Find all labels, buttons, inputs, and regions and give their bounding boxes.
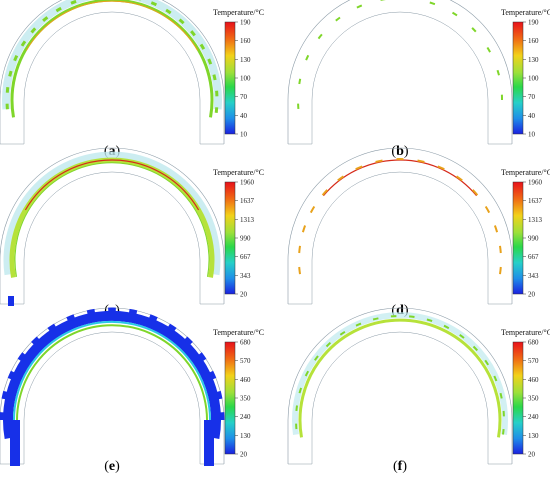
colorbar-tick-label: 20 — [240, 451, 248, 459]
colorbar-tick-label: 100 — [240, 75, 251, 83]
colorbar-a: Temperature/°C 190 160 130 100 70 40 10 — [213, 8, 264, 139]
colorbar-tick-label: 130 — [240, 432, 251, 440]
panel-d: Temperature/°C 1960 1637 1313 990 667 343 20 (d) — [287, 147, 550, 318]
colorbar-tick-label: 10 — [528, 131, 536, 139]
panel-b: Temperature/°C 190 160 130 100 70 40 10 (b) — [287, 0, 550, 159]
panel-label: (a) — [104, 144, 121, 159]
colorbar-title: Temperature/°C — [213, 168, 264, 177]
panel-label: (b) — [391, 144, 408, 159]
panel-label: (d) — [391, 303, 408, 318]
colorbar-gradient — [224, 21, 236, 135]
colorbar-gradient — [224, 181, 236, 295]
colorbar-tick-label: 130 — [528, 56, 539, 64]
colorbar-tick-label: 990 — [240, 235, 251, 243]
colorbar-tick-label: 130 — [240, 56, 251, 64]
colorbar-f: Temperature/°C 680 570 460 350 240 130 20 — [501, 328, 550, 459]
colorbar-gradient — [512, 181, 524, 295]
colorbar-tick-label: 570 — [528, 357, 539, 365]
colorbar-tick-label: 1960 — [528, 179, 543, 187]
panel-f: Temperature/°C 680 570 460 350 240 130 20 (f) — [287, 307, 550, 474]
colorbar-tick-label: 460 — [528, 376, 539, 384]
colorbar-tick-label: 70 — [240, 93, 248, 101]
colorbar-tick-label: 667 — [240, 253, 251, 261]
colorbar-tick-label: 570 — [240, 357, 251, 365]
colorbar-tick-label: 680 — [240, 339, 251, 347]
colorbar-tick-label: 680 — [528, 339, 539, 347]
colorbar-tick-label: 10 — [240, 131, 248, 139]
colorbar-tick-label: 20 — [528, 291, 536, 299]
colorbar-title: Temperature/°C — [501, 8, 550, 17]
colorbar-tick-label: 160 — [240, 37, 251, 45]
colorbar-tick-label: 1313 — [528, 216, 543, 224]
colorbar-tick-label: 20 — [240, 291, 248, 299]
colorbar-d: Temperature/°C 1960 1637 1313 990 667 343 20 — [501, 168, 550, 299]
colorbar-tick-label: 40 — [528, 112, 536, 120]
colorbar-tick-label: 70 — [528, 93, 536, 101]
colorbar-tick-label: 343 — [240, 272, 251, 280]
colorbar-tick-label: 1637 — [240, 197, 255, 205]
colorbar-tick-label: 130 — [528, 432, 539, 440]
panel-a: Temperature/°C 190 160 130 100 70 40 10 (a) — [0, 0, 264, 159]
colorbar-gradient — [512, 341, 524, 455]
colorbar-tick-label: 40 — [240, 112, 248, 120]
colorbar-tick-label: 240 — [240, 413, 251, 421]
colorbar-tick-label: 240 — [528, 413, 539, 421]
colorbar-tick-label: 667 — [528, 253, 539, 261]
colorbar-tick-label: 190 — [240, 19, 251, 27]
panel-label: (f) — [393, 459, 407, 474]
colorbar-tick-label: 990 — [528, 235, 539, 243]
colorbar-title: Temperature/°C — [501, 328, 550, 337]
colorbar-gradient — [512, 21, 524, 135]
panel-e: Temperature/°C 680 570 460 350 240 130 20 (e) — [0, 307, 264, 474]
panel-label: (e) — [104, 459, 120, 474]
colorbar-title: Temperature/°C — [213, 8, 264, 17]
colorbar-tick-label: 20 — [528, 451, 536, 459]
colorbar-c: Temperature/°C 1960 1637 1313 990 667 343 20 — [213, 168, 264, 299]
colorbar-tick-label: 350 — [528, 395, 539, 403]
colorbar-tick-label: 350 — [240, 395, 251, 403]
colorbar-gradient — [224, 341, 236, 455]
colorbar-tick-label: 100 — [528, 75, 539, 83]
colorbar-b: Temperature/°C 190 160 130 100 70 40 10 — [501, 8, 550, 139]
colorbar-e: Temperature/°C 680 570 460 350 240 130 20 — [213, 328, 264, 459]
colorbar-tick-label: 1637 — [528, 197, 543, 205]
colorbar-tick-label: 190 — [528, 19, 539, 27]
colorbar-title: Temperature/°C — [501, 168, 550, 177]
colorbar-tick-label: 160 — [528, 37, 539, 45]
colorbar-title: Temperature/°C — [213, 328, 264, 337]
colorbar-tick-label: 1960 — [240, 179, 255, 187]
colorbar-tick-label: 343 — [528, 272, 539, 280]
colorbar-tick-label: 460 — [240, 376, 251, 384]
colorbar-tick-label: 1313 — [240, 216, 255, 224]
